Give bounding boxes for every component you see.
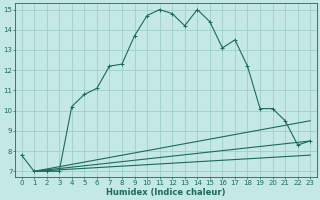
X-axis label: Humidex (Indice chaleur): Humidex (Indice chaleur) <box>106 188 226 197</box>
